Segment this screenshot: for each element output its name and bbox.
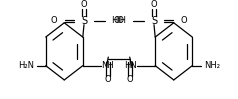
Text: HO: HO — [111, 16, 124, 25]
Text: S: S — [81, 16, 87, 26]
Text: NH₂: NH₂ — [204, 61, 220, 70]
Text: O: O — [180, 16, 187, 25]
Text: O: O — [126, 75, 133, 84]
Text: O: O — [81, 0, 87, 9]
Text: O: O — [51, 16, 58, 25]
Text: OH: OH — [114, 16, 127, 25]
Text: H₂N: H₂N — [18, 61, 34, 70]
Text: O: O — [105, 75, 112, 84]
Text: NH: NH — [101, 61, 114, 70]
Text: S: S — [151, 16, 157, 26]
Text: O: O — [151, 0, 157, 9]
Text: HN: HN — [124, 61, 137, 70]
